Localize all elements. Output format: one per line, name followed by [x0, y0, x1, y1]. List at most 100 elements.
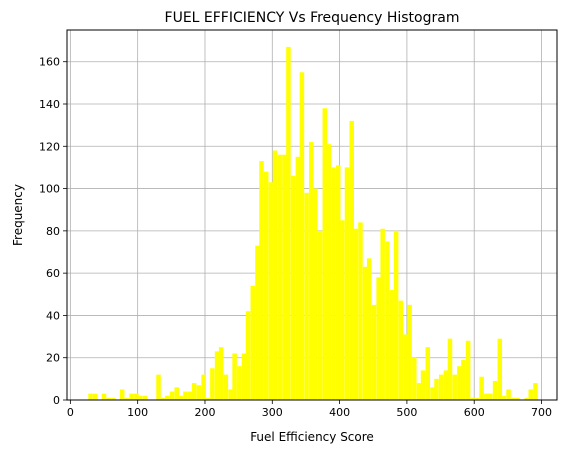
histogram-bar [111, 397, 116, 400]
histogram-bar [528, 389, 534, 400]
y-tick-label: 160 [39, 56, 60, 69]
histogram-bar [389, 290, 395, 400]
y-tick-label: 0 [53, 394, 60, 407]
histogram-bar [479, 376, 484, 400]
histogram-bar [317, 230, 323, 400]
histogram-bar [223, 374, 229, 400]
histogram-bar [191, 383, 197, 400]
histogram-bar [138, 395, 143, 400]
histogram-bar [331, 167, 336, 400]
histogram-bar [438, 374, 444, 400]
chart-title: FUEL EFFICIENCY Vs Frequency Histogram [165, 10, 460, 26]
histogram-bar [160, 397, 166, 400]
histogram-bar [380, 228, 385, 400]
histogram-bar [524, 397, 529, 400]
histogram-bar [214, 351, 220, 400]
histogram-bar [393, 230, 399, 400]
histogram-bar [349, 120, 354, 401]
histogram-bar [263, 171, 269, 400]
histogram-bar [245, 311, 251, 400]
histogram-bar [299, 72, 305, 401]
histogram-bar [304, 192, 309, 400]
y-axis-ticks: 0 20 40 60 80 100 120 140 160 [39, 56, 67, 407]
histogram-bar [322, 108, 328, 400]
x-tick-label: 500 [396, 406, 417, 419]
histogram-bar [183, 391, 188, 400]
x-tick-label: 200 [194, 406, 215, 419]
y-tick-label: 40 [46, 309, 60, 322]
histogram-bar [434, 378, 439, 400]
histogram-bar [470, 397, 476, 400]
histogram-bar [506, 389, 511, 400]
histogram-bar [335, 165, 341, 400]
y-tick-label: 100 [39, 183, 60, 196]
histogram-bar [290, 175, 296, 400]
histogram-bar [385, 241, 390, 400]
histogram-bar [119, 389, 125, 400]
histogram-bar [205, 397, 210, 400]
histogram-bar [237, 366, 242, 400]
histogram-bar [362, 266, 368, 400]
histogram-bar [501, 395, 507, 400]
x-tick-label: 600 [464, 406, 485, 419]
histogram-bar [142, 395, 148, 400]
histogram-bar [174, 387, 179, 400]
histogram-bar [452, 374, 457, 400]
histogram-bar [533, 383, 538, 400]
histogram-bar [344, 167, 350, 400]
y-tick-label: 20 [46, 352, 60, 365]
histogram-bar [353, 228, 359, 400]
histogram-bar [510, 397, 516, 400]
histogram-bar [412, 357, 417, 400]
histogram-bar [295, 156, 301, 400]
x-tick-label: 300 [262, 406, 283, 419]
x-tick-label: 0 [67, 406, 74, 419]
histogram-bar [277, 154, 282, 400]
histogram-bar [196, 385, 202, 400]
histogram-bar [465, 340, 471, 400]
histogram-bar [515, 397, 520, 400]
histogram-bar [403, 334, 408, 400]
histogram-bar [474, 397, 480, 400]
y-tick-label: 120 [39, 140, 60, 153]
histogram-bar [416, 383, 422, 400]
histogram-bar [407, 304, 412, 400]
histogram-bar [178, 395, 184, 400]
histogram-bar [187, 391, 193, 400]
histogram-bar [228, 389, 233, 400]
y-tick-label: 60 [46, 267, 60, 280]
histogram-bar [93, 393, 98, 400]
histogram-bar [268, 182, 274, 400]
histogram-bar [210, 368, 215, 400]
histogram-bar [165, 395, 170, 400]
histogram-bar [218, 347, 224, 400]
y-tick-label: 80 [46, 225, 60, 238]
histogram-bar [106, 397, 111, 400]
histogram-bar [250, 285, 256, 400]
histogram-bar [420, 370, 426, 400]
histogram-bar [376, 277, 381, 400]
histogram-bar [398, 300, 404, 400]
histogram-bar [358, 222, 363, 400]
histogram-bar [447, 338, 453, 400]
histogram-bar [443, 370, 449, 400]
histogram-bar [484, 393, 489, 400]
histogram-bar [313, 188, 318, 400]
histogram-bar [425, 347, 431, 400]
x-tick-label: 400 [329, 406, 350, 419]
histogram-bar [156, 374, 161, 400]
histogram-bar [326, 144, 332, 400]
histogram-bar [282, 154, 287, 400]
x-axis-ticks: 0 100 200 300 400 500 600 700 [67, 400, 552, 419]
histogram-bar [241, 353, 247, 400]
histogram-bar [497, 338, 503, 400]
histogram-bar [461, 359, 466, 400]
histogram-bar [309, 142, 314, 401]
histogram-bar [430, 387, 435, 400]
histogram-bar [272, 150, 278, 400]
plot-area-frame [66, 29, 558, 401]
histogram-bar [340, 220, 345, 400]
histogram-bar [492, 380, 498, 400]
histogram-bar [488, 393, 493, 400]
